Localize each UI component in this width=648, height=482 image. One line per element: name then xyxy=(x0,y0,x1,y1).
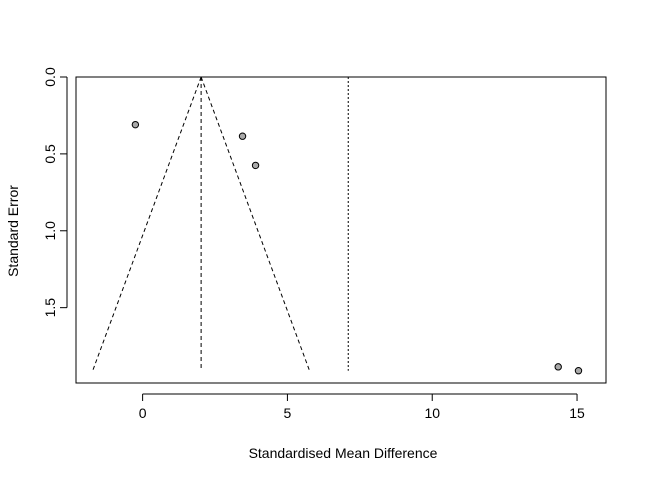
x-tick-label: 10 xyxy=(424,405,440,421)
data-points-group xyxy=(131,120,583,375)
plot-frame xyxy=(75,76,607,384)
x-tick-label: 0 xyxy=(139,405,147,421)
data-point xyxy=(574,366,583,375)
x-tick-label: 15 xyxy=(569,405,585,421)
y-tick-label: 1.0 xyxy=(42,221,58,241)
x-axis-label: Standardised Mean Difference xyxy=(249,445,438,461)
y-tick-label: 1.5 xyxy=(42,298,58,318)
data-point xyxy=(131,120,140,129)
y-tick-label: 0.0 xyxy=(42,67,58,87)
data-point xyxy=(251,161,260,170)
data-point xyxy=(554,363,562,371)
funnel-lines-group xyxy=(92,76,349,371)
data-point xyxy=(238,132,247,140)
funnel-right-line xyxy=(200,76,311,371)
funnel-left-line xyxy=(92,76,202,371)
y-tick-label: 0.5 xyxy=(42,144,58,164)
x-tick-label: 5 xyxy=(284,405,292,421)
axes-group: 0 5 10 15 0.0 0.5 1.0 1.5 xyxy=(42,67,607,421)
y-axis-label: Standard Error xyxy=(5,185,21,277)
